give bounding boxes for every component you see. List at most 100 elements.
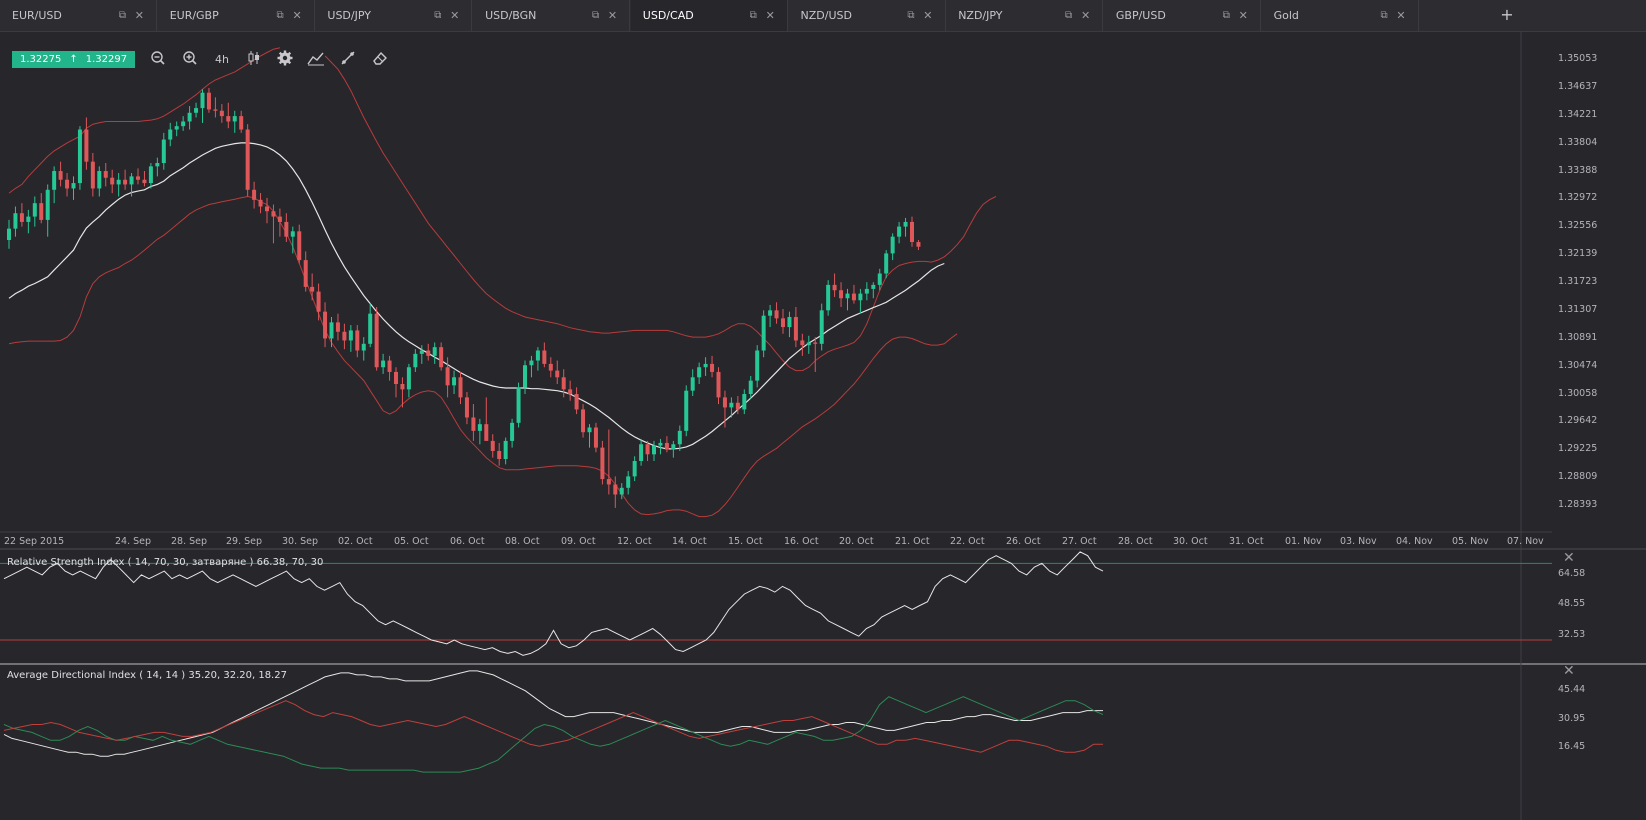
rsi-close-icon[interactable]: ✕ [1563, 550, 1575, 566]
candle-body [174, 126, 179, 130]
candle-body [484, 424, 489, 441]
tab-label: EUR/GBP [169, 9, 219, 22]
gear-icon[interactable] [275, 50, 295, 70]
chart-area[interactable] [0, 31, 1646, 820]
tab-label: USD/BGN [485, 9, 537, 22]
price-badge[interactable]: 1.32275 ↑ 1.32297 [12, 51, 136, 68]
candle-body [742, 394, 747, 410]
tab-nzd-jpy[interactable]: NZD/JPY ⧉ ✕ [946, 0, 1104, 31]
candle-body [800, 340, 805, 346]
rsi-label: Relative Strength Index ( 14, 70, 30, за… [7, 557, 324, 568]
x-tick-label: 15. Oct [728, 536, 763, 547]
candle-body [748, 380, 753, 395]
candle-body [394, 371, 398, 384]
candle-body [452, 377, 457, 386]
close-icon[interactable]: ✕ [1080, 9, 1091, 22]
x-tick-label: 05. Oct [394, 536, 429, 547]
candle-body [787, 317, 792, 328]
candle-body [71, 183, 76, 189]
x-tick-label: 22 Sep 2015 [4, 536, 65, 547]
candle-body [335, 322, 340, 332]
zoom-in-icon[interactable] [180, 50, 200, 70]
direction-arrow: ↑ [69, 54, 78, 65]
rsi-pane [0, 551, 1552, 656]
close-icon[interactable]: ✕ [607, 9, 618, 22]
candle-body [374, 313, 379, 368]
candle-body [548, 363, 553, 371]
tab-gold[interactable]: Gold ⧉ ✕ [1262, 0, 1419, 31]
candle-body [110, 177, 115, 185]
popout-icon[interactable]: ⧉ [1380, 10, 1388, 21]
candlestick-icon[interactable] [244, 50, 264, 70]
candle-body [355, 330, 360, 351]
candle-body [387, 360, 392, 372]
y-tick-label: 1.30891 [1558, 331, 1598, 343]
candle-body [871, 284, 876, 289]
rsi-y-tick-label: 48.55 [1558, 598, 1586, 610]
x-tick-label: 01. Nov [1285, 536, 1322, 547]
popout-icon[interactable]: ⧉ [1065, 10, 1073, 21]
candle-body [419, 350, 424, 354]
tab-label: USD/JPY [327, 9, 371, 22]
x-tick-label: 29. Sep [226, 536, 263, 547]
candle-body [535, 350, 540, 361]
candle-body [316, 291, 321, 312]
indicators-icon[interactable] [306, 50, 326, 70]
adx-close-icon[interactable]: ✕ [1563, 663, 1575, 679]
zoom-out-icon[interactable] [148, 50, 168, 70]
y-tick-label: 1.30474 [1558, 359, 1598, 371]
candle-body [561, 377, 566, 390]
candle-body [136, 176, 140, 180]
close-icon[interactable]: ✕ [292, 9, 302, 22]
popout-icon[interactable]: ⧉ [118, 10, 126, 21]
candle-body [729, 402, 734, 408]
price-pane [7, 47, 997, 518]
close-icon[interactable]: ✕ [450, 9, 460, 22]
candle-body [845, 293, 850, 299]
candle-body [568, 389, 573, 395]
candle-body [445, 367, 450, 386]
tab-gbp-usd[interactable]: GBP/USD ⧉ ✕ [1104, 0, 1261, 31]
adx-series-di [3, 700, 1103, 753]
candle-body [123, 179, 128, 185]
y-tick-label: 1.31723 [1558, 276, 1598, 287]
candle-body [652, 445, 656, 455]
tab-nzd-usd[interactable]: NZD/USD ⧉ ✕ [789, 0, 946, 31]
popout-icon[interactable]: ⧉ [1222, 10, 1230, 21]
y-tick-label: 1.29225 [1558, 443, 1598, 455]
tab-usd-bgn[interactable]: USD/BGN ⧉ ✕ [473, 0, 631, 31]
draw-line-icon[interactable] [338, 50, 358, 70]
candle-body [155, 162, 160, 167]
close-icon[interactable]: ✕ [765, 9, 775, 22]
candle-body [432, 347, 437, 356]
candle-body [671, 444, 676, 450]
close-icon[interactable]: ✕ [1396, 9, 1406, 22]
candle-body [490, 440, 495, 451]
x-tick-label: 04. Nov [1396, 536, 1433, 547]
candle-body [52, 171, 57, 190]
popout-icon[interactable]: ⧉ [276, 10, 284, 21]
close-icon[interactable]: ✕ [923, 9, 933, 22]
moving-average-line [8, 142, 945, 450]
close-icon[interactable]: ✕ [1238, 9, 1248, 22]
candle-body [497, 450, 502, 459]
candle-body [7, 228, 11, 241]
tab-bar: EUR/USD ⧉ ✕ EUR/GBP ⧉ ✕ USD/JPY ⧉ ✕ USD/BGN ⧉ ✕ USD/… [0, 0, 1646, 32]
popout-icon[interactable]: ⧉ [434, 10, 442, 21]
popout-icon[interactable]: ⧉ [907, 10, 915, 21]
candle-body [323, 311, 328, 339]
tab-eur-gbp[interactable]: EUR/GBP ⧉ ✕ [158, 0, 315, 31]
close-icon[interactable]: ✕ [134, 9, 144, 22]
tab-usd-cad[interactable]: USD/CAD ⧉ ✕ [630, 0, 788, 31]
candle-body [310, 286, 315, 292]
tab-eur-usd[interactable]: EUR/USD ⧉ ✕ [0, 0, 157, 31]
x-tick-label: 02. Oct [338, 536, 373, 547]
eraser-icon[interactable] [370, 50, 390, 70]
popout-icon[interactable]: ⧉ [749, 10, 757, 21]
popout-icon[interactable]: ⧉ [591, 10, 600, 21]
candle-body [342, 331, 347, 341]
add-tab-button[interactable]: + [1500, 5, 1514, 24]
tab-usd-jpy[interactable]: USD/JPY ⧉ ✕ [315, 0, 473, 31]
candle-body [819, 310, 824, 344]
timeframe-4h-icon[interactable]: 4h [215, 53, 229, 66]
